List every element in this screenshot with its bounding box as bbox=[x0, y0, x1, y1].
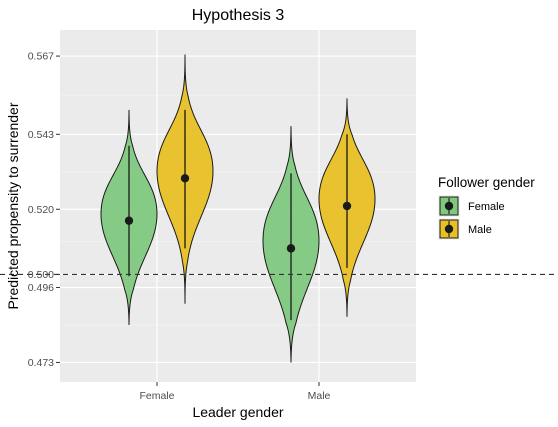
y-tick-label: 0.473 bbox=[28, 357, 54, 369]
legend-key-point bbox=[444, 224, 454, 234]
y-tick-label: 0.543 bbox=[28, 129, 54, 141]
y-tick-label: 0.520 bbox=[28, 204, 54, 216]
x-tick-label: Male bbox=[308, 390, 331, 402]
y-tick-label: 0.496 bbox=[28, 282, 54, 294]
y-tick-label: 0.500 bbox=[28, 269, 54, 281]
legend-label: Female bbox=[468, 201, 505, 213]
mean-point bbox=[180, 174, 190, 183]
legend-title: Follower gender bbox=[438, 175, 535, 190]
mean-point bbox=[286, 244, 296, 253]
x-axis-title: Leader gender bbox=[192, 404, 283, 420]
legend-key-point bbox=[444, 201, 454, 211]
legend-key-female bbox=[438, 195, 460, 217]
x-axis: Female Male bbox=[139, 382, 331, 402]
x-tick-label: Female bbox=[139, 390, 174, 402]
chart-title: Hypothesis 3 bbox=[192, 7, 285, 24]
mean-point bbox=[342, 201, 352, 211]
y-tick-label: 0.567 bbox=[28, 51, 54, 63]
mean-point bbox=[124, 216, 134, 225]
legend-key-male bbox=[438, 218, 460, 240]
legend: Follower gender Female Male bbox=[438, 175, 535, 240]
violins bbox=[100, 54, 376, 363]
y-axis-title: Predicted propensity to surrender bbox=[5, 102, 21, 309]
legend-label: Male bbox=[468, 224, 492, 236]
